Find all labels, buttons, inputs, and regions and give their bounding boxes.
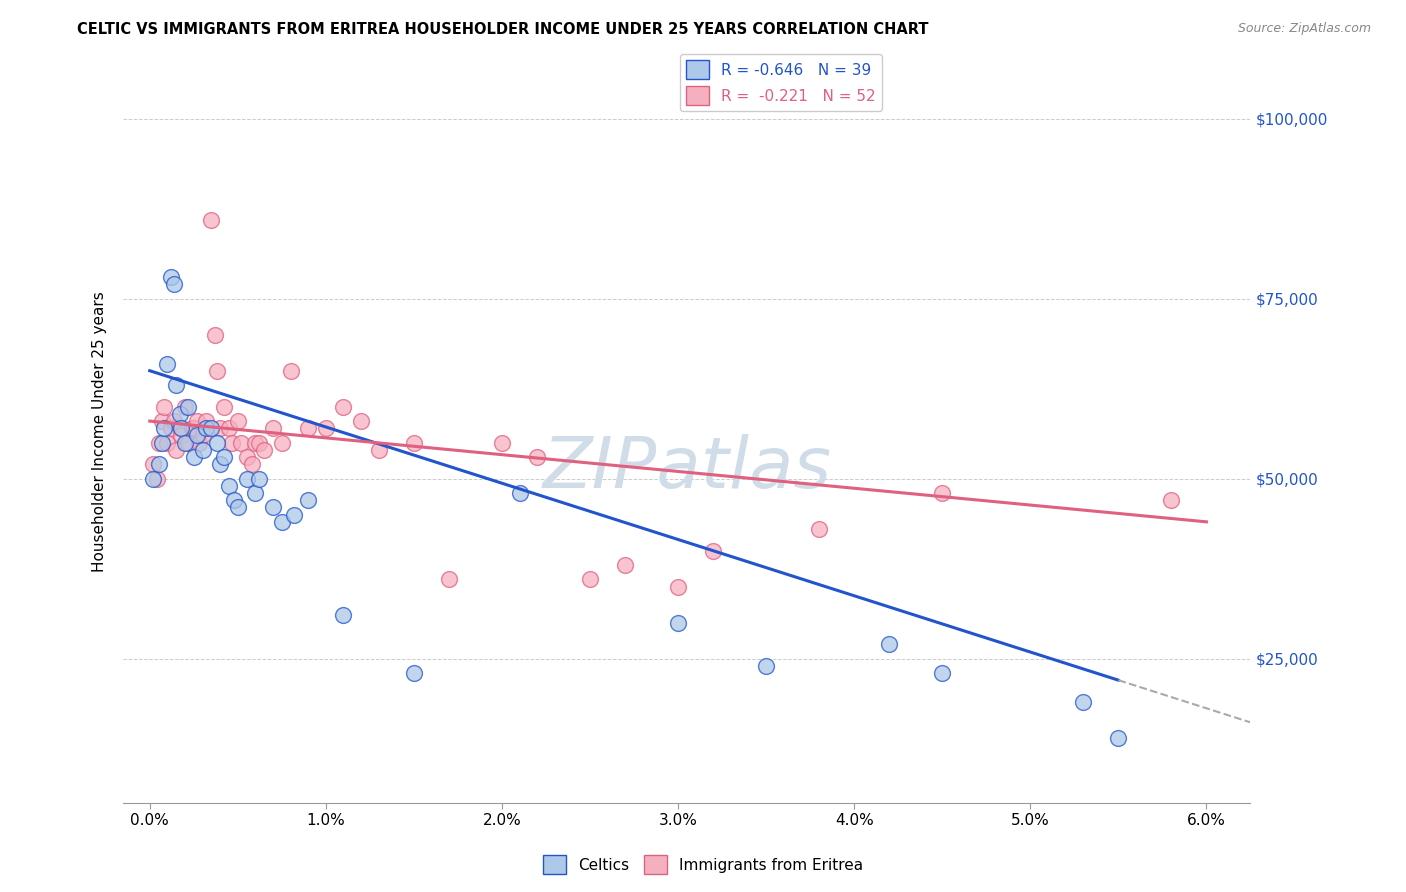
Point (209, 457, 232, 471)
Point (205, 364, 228, 378)
Point (1107, 731, 1129, 745)
Point (191, 428, 214, 442)
Point (218, 479, 240, 493)
Point (297, 421, 319, 435)
Point (160, 421, 183, 435)
Point (231, 435, 253, 450)
Point (209, 421, 232, 435)
Point (212, 400, 235, 414)
Point (156, 357, 179, 371)
Point (931, 665, 953, 680)
Point (226, 414, 249, 428)
Point (253, 442, 276, 457)
Point (148, 457, 170, 471)
Point (200, 212, 222, 227)
Point (280, 364, 302, 378)
Point (165, 442, 187, 457)
Point (174, 400, 197, 414)
Point (204, 327, 226, 342)
Point (702, 543, 724, 558)
Point (218, 421, 240, 435)
Point (200, 421, 222, 435)
Legend: Celtics, Immigrants from Eritrea: Celtics, Immigrants from Eritrea (537, 849, 869, 880)
Point (509, 486, 531, 500)
Point (226, 500, 249, 515)
Point (150, 414, 173, 428)
Point (195, 414, 218, 428)
Point (526, 450, 548, 464)
Point (1071, 695, 1094, 709)
Y-axis label: Householder Income Under 25 years: Householder Income Under 25 years (93, 292, 107, 573)
Point (153, 400, 176, 414)
Point (224, 493, 246, 508)
Point (181, 421, 204, 435)
Point (283, 508, 305, 522)
Point (177, 400, 200, 414)
Text: ZIPatlas: ZIPatlas (543, 434, 831, 503)
Point (160, 270, 183, 285)
Point (240, 457, 263, 471)
Point (879, 637, 901, 651)
Point (142, 457, 165, 471)
Point (437, 573, 460, 587)
Point (188, 435, 211, 450)
Point (212, 450, 235, 464)
Point (177, 435, 200, 450)
Point (183, 450, 205, 464)
Point (402, 665, 425, 680)
Point (245, 435, 267, 450)
Point (245, 486, 267, 500)
Text: CELTIC VS IMMIGRANTS FROM ERITREA HOUSEHOLDER INCOME UNDER 25 YEARS CORRELATION : CELTIC VS IMMIGRANTS FROM ERITREA HOUSEH… (77, 22, 929, 37)
Point (666, 615, 689, 630)
Point (262, 500, 284, 515)
Point (1160, 493, 1182, 508)
Point (163, 414, 186, 428)
Point (332, 608, 354, 623)
Point (297, 493, 319, 508)
Point (165, 378, 187, 392)
Point (191, 442, 214, 457)
Point (247, 435, 270, 450)
Point (491, 435, 513, 450)
Point (579, 573, 602, 587)
Point (270, 515, 292, 529)
Point (153, 421, 176, 435)
Point (315, 421, 337, 435)
Point (186, 428, 208, 442)
Point (186, 414, 208, 428)
Point (666, 580, 689, 594)
Point (169, 407, 191, 421)
Point (931, 486, 953, 500)
Text: Source: ZipAtlas.com: Source: ZipAtlas.com (1237, 22, 1371, 36)
Point (148, 435, 170, 450)
Point (170, 421, 193, 435)
Point (221, 435, 243, 450)
Point (205, 435, 228, 450)
Point (807, 522, 830, 536)
Point (270, 435, 292, 450)
Point (145, 472, 167, 486)
Point (174, 435, 197, 450)
Point (235, 472, 257, 486)
Point (247, 472, 270, 486)
Point (614, 558, 637, 572)
Point (183, 421, 205, 435)
Point (332, 400, 354, 414)
Point (367, 442, 389, 457)
Point (402, 435, 425, 450)
Point (156, 435, 179, 450)
Point (170, 428, 193, 442)
Point (169, 421, 191, 435)
Point (235, 450, 257, 464)
Point (163, 277, 186, 292)
Point (350, 414, 373, 428)
Point (142, 472, 165, 486)
Legend: R = -0.646   N = 39, R =  -0.221   N = 52: R = -0.646 N = 39, R = -0.221 N = 52 (681, 54, 882, 112)
Point (195, 421, 218, 435)
Point (150, 435, 173, 450)
Point (262, 421, 284, 435)
Point (755, 658, 778, 673)
